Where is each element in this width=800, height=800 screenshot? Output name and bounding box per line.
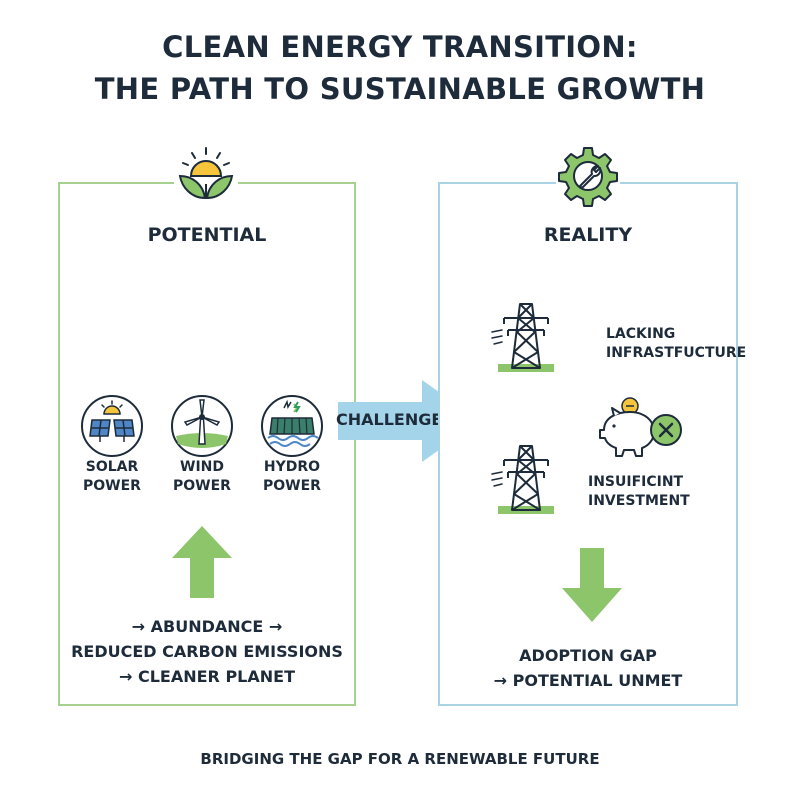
gear-wrench-icon bbox=[556, 144, 620, 208]
hydro-power-icon bbox=[258, 392, 326, 460]
potential-outcome-line-2: REDUCED CARBON EMISSIONS bbox=[71, 642, 343, 661]
wind-power-label: WIND POWER bbox=[173, 459, 231, 494]
page-title-line-1: CLEAN ENERGY TRANSITION: bbox=[162, 30, 638, 64]
page-title-line-2: THE PATH TO SUSTAINABLE GROWTH bbox=[94, 72, 706, 106]
potential-outcome-line-1: → ABUNDANCE → bbox=[131, 617, 283, 636]
reality-heading: REALITY bbox=[543, 224, 633, 246]
footer-tagline: BRIDGING THE GAP FOR A RENEWABLE FUTURE bbox=[200, 750, 600, 768]
solar-power-label: SOLAR POWER bbox=[83, 459, 141, 494]
insufficient-investment-label: INSUIFICINT INVESTMENT bbox=[588, 474, 690, 509]
reality-panel bbox=[438, 182, 738, 706]
down-arrow-icon bbox=[562, 548, 622, 622]
sun-leaf-icon bbox=[174, 144, 238, 208]
challenges-label: CHALLENGES bbox=[336, 410, 454, 429]
potential-heading: POTENTIAL bbox=[147, 224, 267, 246]
wind-power-icon bbox=[168, 392, 236, 460]
power-tower-icon bbox=[491, 303, 554, 372]
up-arrow-icon bbox=[172, 526, 232, 598]
potential-outcome-line-3: → CLEANER PLANET bbox=[119, 667, 295, 686]
power-tower-icon-2 bbox=[491, 445, 554, 514]
solar-power-icon bbox=[78, 392, 146, 460]
hydro-power-label: HYDRO POWER bbox=[263, 459, 321, 494]
piggy-bank-x-icon bbox=[599, 397, 682, 457]
lacking-infrastructure-label: LACKING INFRASTFUCTURE bbox=[606, 326, 747, 361]
reality-outcome-line-1: ADOPTION GAP bbox=[519, 646, 657, 665]
reality-outcome-line-2: → POTENTIAL UNMET bbox=[493, 671, 683, 690]
